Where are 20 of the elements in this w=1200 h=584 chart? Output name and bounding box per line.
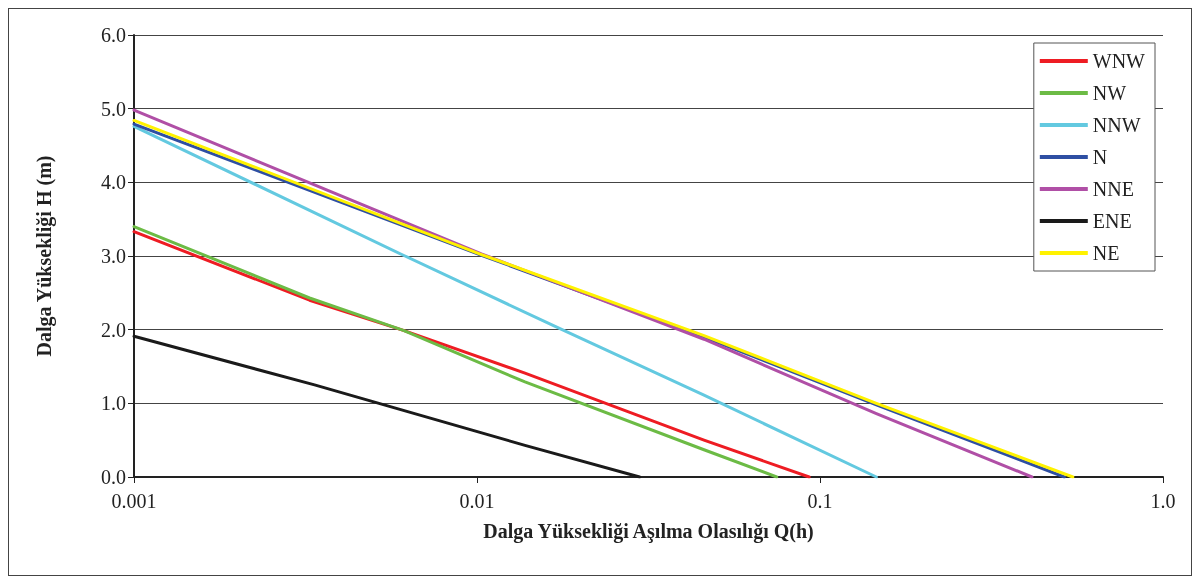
y-tick-label: 2.0 [101,318,126,341]
x-tick-label: 0.1 [807,490,833,512]
y-tick-label: 0.0 [101,466,126,488]
legend-label: NE [1092,242,1120,264]
legend-label: NW [1092,82,1127,104]
legend-label: N [1092,146,1108,168]
y-tick-label: 1.0 [101,392,126,415]
y-axis-title: Dalga Yüksekliği H (m) [33,155,56,357]
x-axis-title: Dalga Yüksekliği Aşılma Olasılığı Q(h) [483,520,814,543]
x-tick-label: 1.0 [1150,490,1176,512]
legend-label: WNW [1092,50,1146,72]
x-tick-label: 0.001 [111,490,157,512]
y-tick-label: 6.0 [101,24,126,46]
y-tick-label: 3.0 [101,245,126,267]
y-tick-label: 5.0 [101,97,126,120]
y-tick-label: 4.0 [101,171,126,194]
x-tick-label: 0.01 [459,490,495,512]
legend-label: ENE [1092,210,1132,232]
legend-label: NNW [1092,114,1141,136]
legend-label: NNE [1092,178,1134,200]
